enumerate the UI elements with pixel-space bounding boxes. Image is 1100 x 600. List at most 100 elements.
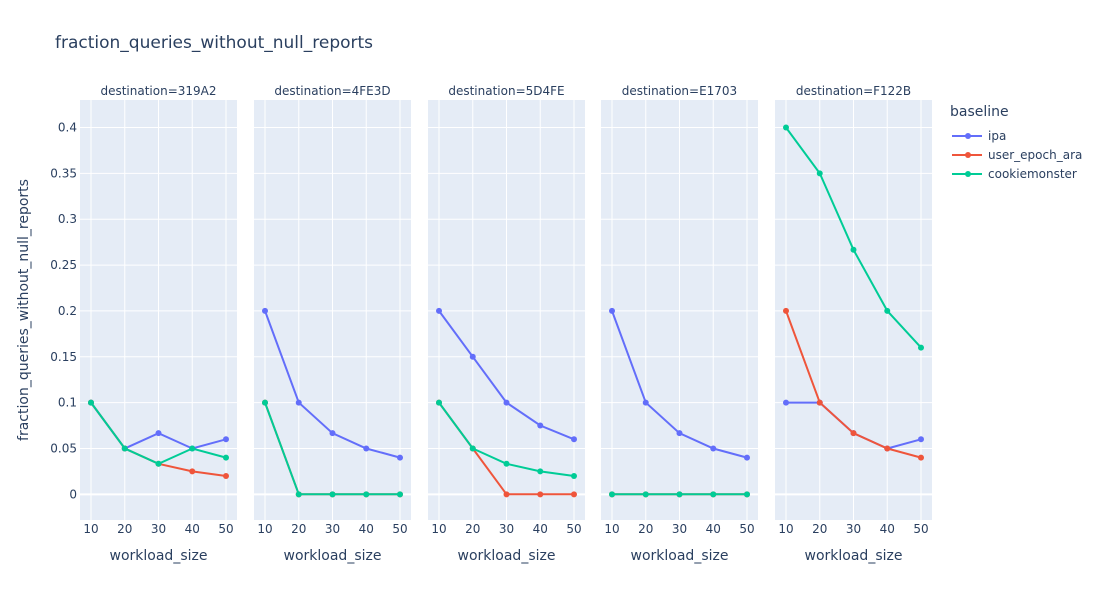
data-point-user-epoch-ara[interactable] (537, 491, 544, 498)
data-point-cookiemonster[interactable] (571, 472, 577, 479)
x-tick-label: 40 (533, 522, 548, 536)
x-tick-label: 10 (257, 522, 272, 536)
data-point-ipa[interactable] (436, 307, 442, 314)
data-point-user-epoch-ara[interactable] (571, 491, 577, 498)
x-axis-title: workload_size (110, 548, 208, 564)
facet-label: destination=F122B (796, 84, 911, 98)
data-point-cookiemonster[interactable] (88, 399, 94, 406)
data-point-ipa[interactable] (710, 445, 717, 452)
y-tick-label: 0.3 (58, 212, 77, 226)
data-point-cookiemonster[interactable] (609, 491, 615, 498)
legend-label-cookiemonster: cookiemonster (988, 166, 1077, 181)
data-point-cookiemonster[interactable] (223, 454, 229, 461)
data-point-user-epoch-ara[interactable] (783, 307, 789, 314)
x-tick-label: 30 (151, 522, 166, 536)
legend-dot-cookiemonster (965, 170, 971, 177)
x-tick-label: 50 (218, 522, 233, 536)
x-tick-label: 20 (291, 522, 306, 536)
facet-label: destination=319A2 (100, 84, 216, 98)
data-point-cookiemonster[interactable] (121, 445, 128, 452)
facet-1: destination=319A2 10 20 30 40 50 workload_size (80, 84, 237, 564)
data-point-cookiemonster[interactable] (642, 491, 649, 498)
y-tick-label: 0 (69, 487, 77, 501)
data-point-cookiemonster[interactable] (436, 399, 442, 406)
y-tick-label: 0.35 (50, 166, 77, 180)
facet-4: destination=E1703 10 20 30 40 50 workload_size (601, 84, 758, 564)
x-tick-label: 20 (638, 522, 653, 536)
x-tick-label: 20 (465, 522, 480, 536)
legend-label-ipa: ipa (988, 128, 1007, 143)
data-point-ipa[interactable] (363, 445, 370, 452)
x-tick-label: 50 (392, 522, 407, 536)
data-point-ipa[interactable] (503, 399, 510, 406)
x-axis-title: workload_size (805, 548, 903, 564)
legend-dot-ipa (965, 132, 971, 139)
data-point-ipa[interactable] (676, 430, 683, 437)
data-point-ipa[interactable] (609, 307, 615, 314)
data-point-ipa[interactable] (469, 353, 476, 360)
legend-item-cookiemonster[interactable]: cookiemonster (950, 164, 1082, 183)
x-tick-label: 10 (431, 522, 446, 536)
x-tick-label: 40 (706, 522, 721, 536)
data-point-cookiemonster[interactable] (537, 468, 544, 475)
data-point-cookiemonster[interactable] (397, 491, 403, 498)
data-point-ipa[interactable] (223, 436, 229, 443)
data-point-user-epoch-ara[interactable] (223, 472, 229, 479)
data-point-ipa[interactable] (262, 307, 268, 314)
data-point-user-epoch-ara[interactable] (850, 430, 857, 437)
facet-label: destination=4FE3D (274, 84, 390, 98)
data-point-ipa[interactable] (918, 436, 924, 443)
data-point-ipa[interactable] (571, 436, 577, 443)
data-point-user-epoch-ara[interactable] (884, 445, 891, 452)
data-point-user-epoch-ara[interactable] (189, 468, 196, 475)
x-tick-label: 50 (739, 522, 754, 536)
data-point-cookiemonster[interactable] (469, 445, 476, 452)
data-point-ipa[interactable] (537, 422, 544, 429)
data-point-cookiemonster[interactable] (884, 307, 891, 314)
legend-label-user-epoch-ara: user_epoch_ara (988, 147, 1083, 162)
data-point-cookiemonster[interactable] (918, 344, 924, 351)
data-point-ipa[interactable] (642, 399, 649, 406)
data-point-user-epoch-ara[interactable] (816, 399, 823, 406)
data-point-cookiemonster[interactable] (363, 491, 370, 498)
legend-item-ipa[interactable]: ipa (950, 126, 1082, 145)
chart-title: fraction_queries_without_null_reports (55, 33, 374, 53)
data-point-cookiemonster[interactable] (710, 491, 717, 498)
data-point-cookiemonster[interactable] (783, 124, 789, 131)
x-tick-label: 40 (880, 522, 895, 536)
data-point-cookiemonster[interactable] (329, 491, 336, 498)
y-tick-label: 0.15 (50, 350, 77, 364)
facet-2: destination=4FE3D 10 20 30 40 50 workload_size (254, 84, 411, 564)
x-tick-label: 30 (846, 522, 861, 536)
legend-swatch-cookiemonster (950, 169, 986, 179)
data-point-cookiemonster[interactable] (503, 460, 510, 467)
x-tick-label: 50 (913, 522, 928, 536)
data-point-cookiemonster[interactable] (850, 246, 857, 253)
legend-swatch-user-epoch-ara (950, 150, 986, 160)
data-point-cookiemonster[interactable] (816, 170, 823, 177)
legend-item-user-epoch-ara[interactable]: user_epoch_ara (950, 145, 1082, 164)
x-tick-label: 10 (83, 522, 98, 536)
x-axis-title: workload_size (284, 548, 382, 564)
x-tick-label: 20 (812, 522, 827, 536)
data-point-cookiemonster[interactable] (676, 491, 683, 498)
data-point-cookiemonster[interactable] (744, 491, 750, 498)
data-point-user-epoch-ara[interactable] (918, 454, 924, 461)
data-point-cookiemonster[interactable] (189, 445, 196, 452)
data-point-ipa[interactable] (783, 399, 789, 406)
data-point-cookiemonster[interactable] (262, 399, 268, 406)
y-axis-title: fraction_queries_without_null_reports (16, 179, 32, 441)
data-point-ipa[interactable] (397, 454, 403, 461)
facet-label: destination=5D4FE (448, 84, 564, 98)
data-point-ipa[interactable] (744, 454, 750, 461)
legend-dot-user-epoch-ara (965, 151, 971, 158)
data-point-ipa[interactable] (295, 399, 302, 406)
data-point-ipa[interactable] (155, 430, 162, 437)
x-tick-label: 10 (604, 522, 619, 536)
data-point-user-epoch-ara[interactable] (503, 491, 510, 498)
y-tick-label: 0.25 (50, 258, 77, 272)
data-point-ipa[interactable] (329, 430, 336, 437)
data-point-cookiemonster[interactable] (295, 491, 302, 498)
y-tick-label: 0.4 (58, 121, 77, 135)
data-point-cookiemonster[interactable] (155, 460, 162, 467)
